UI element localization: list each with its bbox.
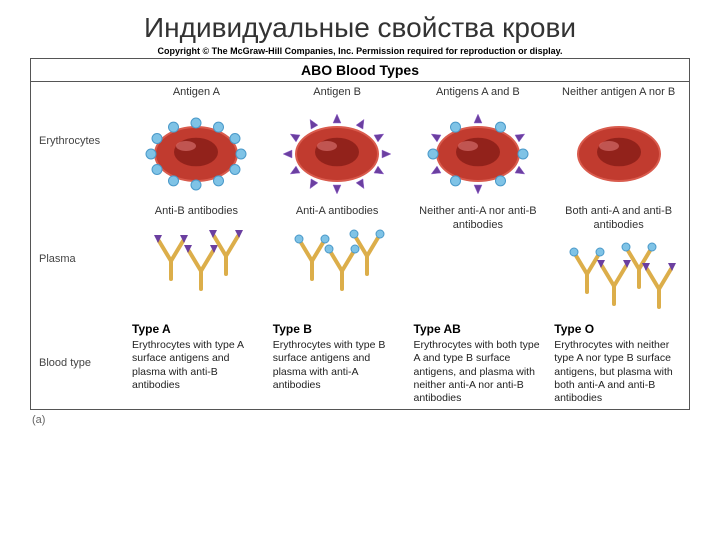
type-description: Erythrocytes with neither type A nor typ…: [554, 339, 683, 405]
type-cell-AB: Type AB Erythrocytes with both type A an…: [408, 318, 549, 409]
blood-types-table: ABO Blood Types Erythrocytes Antigen A A…: [30, 58, 690, 410]
antibody-header: Neither anti-A nor anti-B antibodies: [414, 205, 543, 233]
row-label-plasma: Plasma: [31, 201, 126, 319]
plasma-cell-AB: Neither anti-A nor anti-B antibodies: [408, 201, 549, 319]
type-description: Erythrocytes with type A surface antigen…: [132, 339, 261, 392]
erythrocyte-cell-B: Antigen B: [267, 82, 408, 201]
type-title: Type A: [132, 322, 261, 337]
type-description: Erythrocytes with type B surface antigen…: [273, 339, 402, 392]
type-cell-O: Type O Erythrocytes with neither type A …: [548, 318, 689, 409]
figure-label: (a): [32, 414, 720, 426]
plasma-cell-B: Anti-A antibodies: [267, 201, 408, 319]
table-title: ABO Blood Types: [31, 59, 689, 82]
antibody-header: Anti-B antibodies: [132, 205, 261, 219]
antibody-header: Both anti-A and anti-B antibodies: [554, 205, 683, 233]
type-description: Erythrocytes with both type A and type B…: [414, 339, 543, 405]
antigen-header: Antigen A: [132, 86, 261, 100]
plasma-cell-A: Anti-B antibodies: [126, 201, 267, 319]
type-title: Type B: [273, 322, 402, 337]
red-blood-cell-icon: [559, 102, 679, 197]
antigen-header: Antigen B: [273, 86, 402, 100]
antibody-icon: [136, 221, 256, 301]
type-title: Type O: [554, 322, 683, 337]
antibody-icon: [277, 221, 397, 301]
page-title: Индивидуальные свойства крови: [0, 12, 720, 44]
red-blood-cell-icon: [277, 102, 397, 197]
red-blood-cell-icon: [136, 102, 256, 197]
erythrocyte-cell-AB: Antigens A and B: [408, 82, 549, 201]
erythrocyte-cell-A: Antigen A: [126, 82, 267, 201]
row-label-bloodtype: Blood type: [31, 318, 126, 409]
antigen-header: Neither antigen A nor B: [554, 86, 683, 100]
erythrocyte-cell-O: Neither antigen A nor B: [548, 82, 689, 201]
type-cell-B: Type B Erythrocytes with type B surface …: [267, 318, 408, 409]
row-label-erythrocytes: Erythrocytes: [31, 82, 126, 201]
antigen-header: Antigens A and B: [414, 86, 543, 100]
red-blood-cell-icon: [418, 102, 538, 197]
type-title: Type AB: [414, 322, 543, 337]
antibody-header: Anti-A antibodies: [273, 205, 402, 219]
plasma-cell-O: Both anti-A and anti-B antibodies: [548, 201, 689, 319]
type-cell-A: Type A Erythrocytes with type A surface …: [126, 318, 267, 409]
antibody-icon: [559, 234, 679, 314]
copyright-text: Copyright © The McGraw-Hill Companies, I…: [0, 46, 720, 56]
antibody-icon: [418, 234, 538, 314]
table-grid: Erythrocytes Antigen A Antigen B Antigen…: [31, 82, 689, 409]
